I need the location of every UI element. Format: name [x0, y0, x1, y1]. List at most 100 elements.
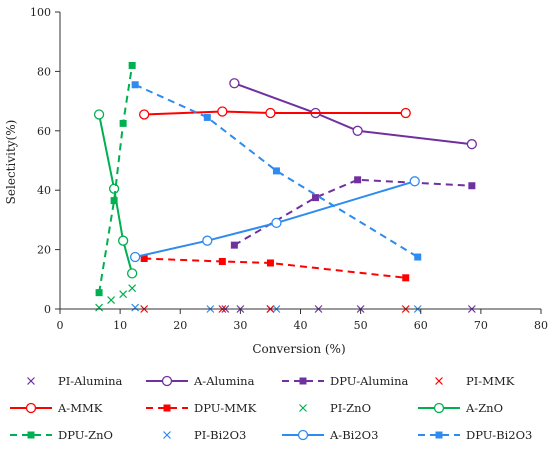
- legend-item-pi-zno: PI-ZnO: [299, 401, 371, 415]
- series-a-alumina: [229, 78, 478, 150]
- data-point-a-bi2o3: [271, 217, 282, 229]
- legend-item-pi-alumina: PI-Alumina: [27, 374, 123, 388]
- legend-label-a-zno: A-ZnO: [465, 401, 503, 415]
- data-point-pi-zno: [119, 290, 128, 299]
- legend-marker-pi-mmk: [435, 377, 443, 385]
- data-point-a-mmk: [217, 106, 228, 117]
- x-tick-label: 10: [113, 319, 127, 332]
- y-tick-label: 100: [30, 6, 51, 19]
- data-point-dpu-alumina: [354, 176, 362, 184]
- data-point-dpu-mmk: [218, 257, 226, 265]
- data-point-dpu-alumina: [312, 194, 320, 202]
- data-point-a-bi2o3: [202, 235, 213, 246]
- data-point-a-alumina: [466, 139, 478, 150]
- legend-item-dpu-mmk: DPU-MMK: [146, 401, 257, 415]
- data-point-a-bi2o3: [130, 251, 141, 263]
- series-line-a-alumina: [234, 82, 473, 146]
- x-tick-label: 80: [534, 319, 548, 332]
- x-axis-title: Conversion (%): [252, 342, 345, 356]
- data-point-dpu-mmk: [140, 255, 148, 263]
- series-line-dpu-bi2o3: [134, 83, 419, 258]
- data-point-a-alumina: [352, 125, 363, 136]
- legend-item-pi-mmk: PI-MMK: [435, 374, 515, 388]
- data-point-pi-bi2o3: [131, 303, 140, 312]
- plot-area: [93, 61, 478, 313]
- series-dpu-bi2o3: [131, 81, 422, 261]
- series-pi-zno: [95, 284, 137, 312]
- data-point-dpu-mmk: [266, 259, 274, 267]
- legend-marker-pi-zno: [299, 404, 307, 412]
- legend-label-a-alumina: A-Alumina: [193, 374, 255, 388]
- legend-label-pi-mmk: PI-MMK: [466, 374, 515, 388]
- data-point-dpu-zno: [128, 61, 136, 69]
- data-point-dpu-mmk: [402, 274, 410, 282]
- data-point-a-bi2o3: [409, 176, 420, 187]
- legend-label-pi-alumina: PI-Alumina: [58, 374, 123, 388]
- legend-label-dpu-alumina: DPU-Alumina: [330, 374, 409, 388]
- series-line-dpu-zno: [98, 65, 134, 293]
- legend-item-pi-bi2o3: PI-Bi2O3: [163, 428, 246, 442]
- legend: PI-Alumina A-Alumina DPU-Alumina PI-MMK A-MM…: [10, 374, 532, 442]
- series-dpu-mmk: [140, 255, 410, 282]
- data-point-pi-zno: [128, 284, 137, 293]
- data-point-a-mmk: [139, 109, 150, 120]
- data-point-a-mmk: [265, 107, 276, 119]
- legend-label-dpu-mmk: DPU-MMK: [194, 401, 257, 415]
- y-tick-label: 60: [37, 125, 51, 138]
- data-point-a-zno: [126, 268, 138, 279]
- legend-marker-a-bi2o3: [297, 429, 309, 441]
- data-point-dpu-alumina: [230, 241, 238, 249]
- legend-item-dpu-alumina: DPU-Alumina: [282, 374, 409, 388]
- data-point-dpu-bi2o3: [272, 167, 280, 175]
- legend-item-dpu-bi2o3: DPU-Bi2O3: [418, 428, 532, 442]
- data-point-dpu-alumina: [468, 182, 476, 190]
- legend-marker-dpu-zno: [27, 431, 35, 439]
- legend-label-pi-zno: PI-ZnO: [330, 401, 371, 415]
- data-point-dpu-bi2o3: [131, 81, 139, 89]
- series-line-a-bi2o3: [134, 180, 415, 258]
- legend-label-a-bi2o3: A-Bi2O3: [329, 428, 378, 442]
- y-tick-label: 20: [37, 244, 51, 257]
- x-tick-label: 40: [294, 319, 308, 332]
- legend-item-a-bi2o3: A-Bi2O3: [282, 428, 378, 442]
- legend-marker-dpu-bi2o3: [435, 431, 443, 439]
- x-tick-label: 30: [233, 319, 247, 332]
- data-point-a-mmk: [400, 107, 411, 119]
- x-tick-label: 70: [474, 319, 488, 332]
- series-a-zno: [93, 109, 138, 279]
- legend-marker-a-zno: [433, 402, 445, 414]
- data-point-dpu-zno: [95, 289, 103, 297]
- series-a-bi2o3: [130, 176, 420, 263]
- data-point-a-zno: [117, 235, 129, 246]
- x-tick-label: 0: [57, 319, 64, 332]
- data-point-dpu-zno: [119, 119, 127, 127]
- legend-marker-dpu-mmk: [163, 404, 171, 412]
- y-tick-label: 0: [44, 303, 51, 316]
- legend-item-a-alumina: A-Alumina: [146, 374, 255, 388]
- series-pi-bi2o3: [131, 303, 422, 313]
- y-tick-label: 80: [37, 65, 51, 78]
- y-axis-title: Selectivity(%): [4, 120, 18, 205]
- legend-item-a-zno: A-ZnO: [418, 401, 503, 415]
- legend-marker-a-mmk: [25, 402, 37, 414]
- legend-label-dpu-bi2o3: DPU-Bi2O3: [466, 428, 532, 442]
- legend-marker-pi-bi2o3: [163, 431, 171, 439]
- data-point-pi-zno: [107, 296, 116, 305]
- series-line-a-zno: [98, 114, 134, 274]
- x-tick-label: 20: [173, 319, 187, 332]
- series-dpu-zno: [95, 61, 136, 297]
- series-line-dpu-alumina: [233, 178, 472, 246]
- series-line-dpu-mmk: [144, 257, 406, 279]
- data-point-a-zno: [93, 109, 105, 120]
- data-point-dpu-zno: [110, 197, 118, 205]
- legend-marker-pi-alumina: [27, 377, 35, 385]
- series-a-mmk: [139, 106, 411, 120]
- legend-label-dpu-zno: DPU-ZnO: [58, 428, 113, 442]
- axes: 0 10 20 30 40 50 60 70 80 0 20 40 60 80 100: [30, 6, 548, 332]
- legend-label-a-mmk: A-MMK: [57, 401, 103, 415]
- data-point-dpu-bi2o3: [414, 253, 422, 261]
- data-point-pi-zno: [95, 303, 104, 312]
- x-tick-label: 60: [414, 319, 428, 332]
